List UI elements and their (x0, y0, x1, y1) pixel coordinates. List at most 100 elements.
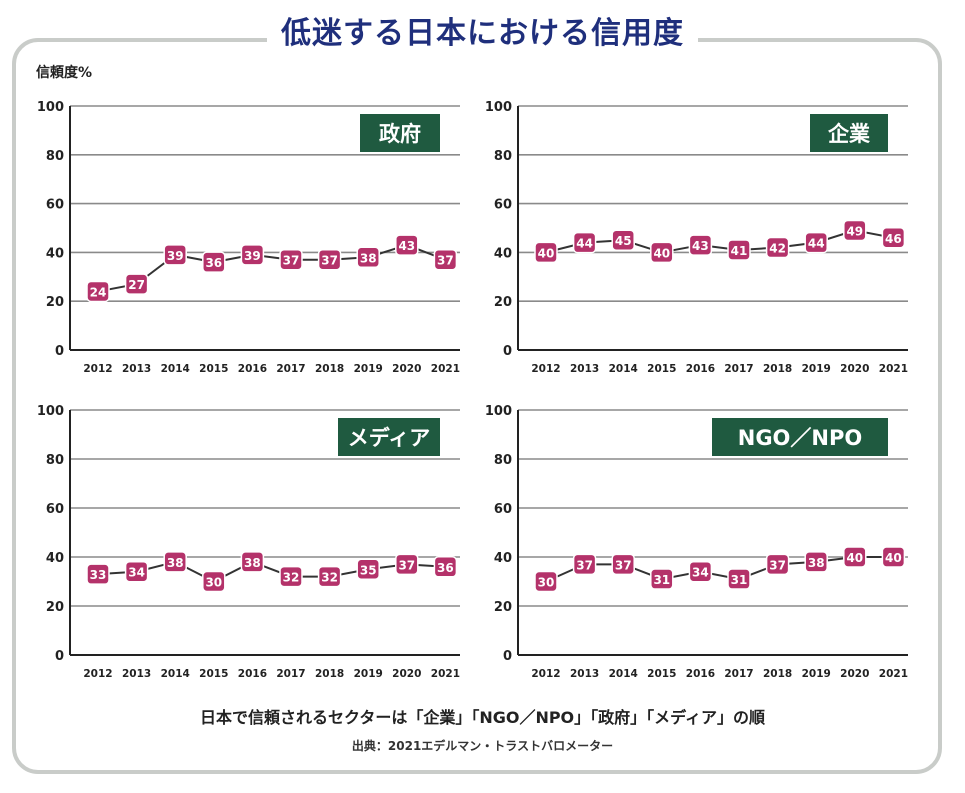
data-label: 31 (653, 573, 670, 587)
data-label: 37 (615, 558, 632, 572)
data-label: 42 (769, 242, 786, 256)
data-point (240, 551, 265, 573)
y-tick-label: 60 (494, 198, 512, 213)
y-tick-label: 80 (46, 149, 64, 164)
data-point (611, 229, 635, 251)
x-tick-label: 2012 (83, 668, 112, 680)
data-label: 33 (90, 568, 107, 582)
data-label: 35 (360, 563, 377, 577)
data-label: 44 (808, 237, 825, 251)
data-point (572, 553, 597, 576)
chart-panel-4: 0 20 40 60 80 100 2012 2013 2014 2015 2016 2017 2018… (485, 404, 908, 680)
data-point (317, 248, 342, 271)
series-line (545, 229, 894, 254)
data-label: 40 (653, 246, 670, 260)
y-tick-label: 60 (46, 502, 64, 517)
x-tick-label: 2018 (763, 363, 792, 375)
footer-note: 日本で信頼されるセクターは「企業」「NGO／NPO」「政府」「メディア」の順 (199, 708, 766, 727)
x-tick-label: 2012 (531, 363, 560, 375)
data-label: 37 (437, 254, 454, 268)
data-point (650, 568, 674, 590)
y-tick-label: 80 (494, 453, 512, 468)
y-tick-label: 100 (485, 100, 512, 115)
data-label: 46 (885, 232, 902, 246)
data-label: 40 (885, 551, 902, 565)
x-tick-label: 2021 (879, 363, 908, 375)
data-point (279, 248, 303, 271)
x-tick-label: 2021 (431, 363, 460, 375)
data-label: 38 (808, 556, 825, 570)
data-point (688, 234, 713, 256)
x-tick-label: 2014 (161, 363, 190, 375)
x-tick-label: 2015 (647, 363, 676, 375)
y-tick-label: 0 (503, 344, 512, 359)
x-tick-label: 2016 (238, 668, 267, 680)
data-point (433, 248, 458, 271)
data-point (202, 251, 226, 273)
source-note: 出典：2021エデルマン・トラストバロメーター (351, 739, 614, 753)
y-tick-label: 0 (55, 649, 64, 664)
data-label: 36 (437, 561, 454, 575)
data-point (765, 236, 790, 259)
y-tick-label: 20 (46, 295, 64, 310)
data-label: 34 (128, 566, 145, 580)
data-point (727, 239, 751, 261)
x-tick-label: 2015 (199, 363, 228, 375)
x-tick-label: 2019 (802, 363, 831, 375)
data-label: 38 (167, 556, 184, 570)
x-tick-label: 2016 (238, 363, 267, 375)
data-point (356, 246, 380, 269)
data-label: 32 (321, 571, 338, 585)
data-label: 40 (538, 246, 555, 260)
data-point (534, 570, 558, 593)
data-label: 49 (846, 224, 863, 238)
x-tick-label: 2018 (763, 668, 792, 680)
series-line (545, 556, 894, 583)
y-tick-label: 60 (494, 502, 512, 517)
data-point (163, 244, 187, 266)
panel-title-box (712, 418, 888, 456)
data-label: 38 (244, 556, 261, 570)
data-label: 40 (846, 551, 863, 565)
data-point (650, 241, 674, 264)
data-point (124, 560, 149, 583)
data-label: 43 (692, 239, 709, 253)
series-line (97, 560, 446, 583)
x-tick-label: 2013 (570, 668, 599, 680)
x-tick-label: 2018 (315, 668, 344, 680)
data-label: 32 (283, 571, 300, 585)
data-label: 41 (731, 244, 748, 258)
y-tick-label: 80 (46, 453, 64, 468)
chart-panel-2: 0 20 40 60 80 100 2012 2013 2014 2015 2016 2017 2018… (485, 100, 908, 375)
data-point (202, 570, 226, 593)
data-point (765, 553, 790, 576)
data-point (356, 558, 380, 580)
x-tick-label: 2013 (122, 363, 151, 375)
data-label: 24 (90, 285, 107, 299)
x-tick-label: 2019 (354, 668, 383, 680)
data-point (124, 273, 149, 295)
x-tick-label: 2014 (609, 668, 638, 680)
data-point (727, 568, 751, 590)
data-point (86, 563, 110, 585)
data-label: 37 (283, 254, 300, 268)
x-tick-label: 2013 (570, 363, 599, 375)
data-label: 30 (205, 576, 222, 590)
y-tick-label: 100 (37, 100, 64, 115)
y-tick-label: 40 (46, 246, 64, 261)
data-point (240, 244, 265, 266)
data-point (804, 551, 828, 573)
x-tick-label: 2020 (840, 668, 869, 680)
data-point (534, 241, 558, 264)
panel-title: メディア (348, 426, 431, 450)
panel-title-box (810, 114, 888, 152)
x-tick-label: 2017 (724, 363, 753, 375)
x-tick-label: 2019 (354, 363, 383, 375)
x-tick-label: 2020 (392, 668, 421, 680)
x-tick-label: 2018 (315, 363, 344, 375)
y-tick-label: 20 (46, 600, 64, 615)
y-tick-label: 40 (494, 551, 512, 566)
y-tick-label: 40 (494, 246, 512, 261)
x-tick-label: 2016 (686, 668, 715, 680)
panel-title-box (338, 418, 440, 456)
